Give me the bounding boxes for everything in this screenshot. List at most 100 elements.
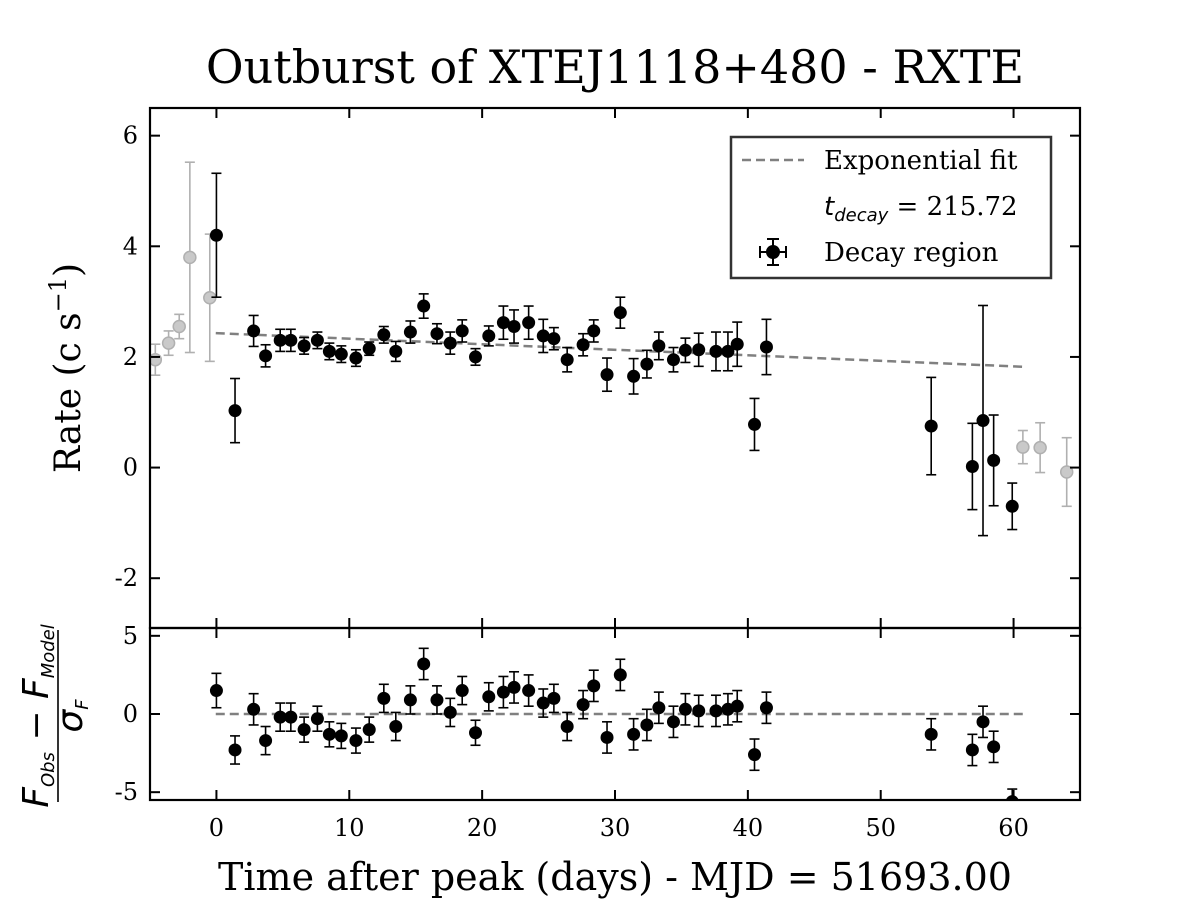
residual-point: [334, 722, 348, 750]
decay-point: [496, 305, 510, 341]
data-marker: [209, 228, 223, 242]
data-marker: [469, 726, 482, 740]
data-marker: [652, 701, 666, 715]
y-tick-label-main: -2: [115, 564, 138, 592]
data-marker: [322, 727, 336, 741]
data-marker: [709, 344, 723, 358]
data-marker: [496, 316, 510, 330]
decay-point: [482, 325, 496, 347]
decay-point: [613, 296, 627, 329]
data-marker: [587, 679, 601, 693]
data-marker: [455, 324, 469, 338]
y-axis-label-main-exponent: −1: [44, 277, 72, 312]
data-marker: [547, 332, 561, 346]
data-marker: [692, 704, 706, 718]
decay-point: [349, 348, 363, 368]
data-marker: [576, 698, 590, 712]
decay-point: [259, 343, 273, 368]
residual-point: [613, 658, 627, 692]
main-axis-ticks: -2 0 2 4 6: [115, 108, 1080, 628]
data-marker: [247, 702, 261, 716]
data-marker: [172, 319, 186, 334]
data-marker: [613, 668, 627, 682]
data-marker: [228, 743, 242, 757]
data-marker: [709, 704, 723, 718]
x-tick-labels: 0 10 20 30 40 50 60: [209, 814, 1029, 842]
residual-label-numerator: FObs − FModel: [16, 624, 59, 808]
data-marker: [150, 352, 163, 367]
decay-point: [443, 331, 457, 355]
main-panel: -2 0 2 4 6: [115, 106, 1082, 630]
residual-point: [322, 721, 336, 748]
data-marker: [507, 320, 521, 334]
resid-num-f1: F: [16, 786, 57, 808]
decay-point: [730, 321, 744, 368]
legend-tdecay-symbol: t: [824, 192, 835, 222]
legend-fit-label: Exponential fit: [824, 146, 1018, 176]
excluded-point: [183, 161, 197, 354]
data-marker: [389, 344, 403, 358]
decay-point: [377, 325, 391, 344]
data-marker: [976, 414, 990, 428]
chart-title: Outburst of XTEJ1118+480 - RXTE: [206, 40, 1024, 94]
residual-point: [259, 725, 273, 756]
data-marker: [721, 344, 735, 358]
data-marker: [600, 730, 614, 744]
y-axis-label-main: Rate (c s−1): [44, 263, 89, 473]
residual-point: [522, 674, 536, 707]
data-marker: [1005, 795, 1019, 800]
x-tick-label: 0: [209, 814, 224, 842]
data-marker: [430, 327, 444, 341]
data-marker: [600, 368, 614, 382]
residual-point: [536, 688, 550, 718]
data-marker: [507, 680, 521, 694]
residual-point: [209, 672, 223, 709]
data-marker: [547, 691, 561, 705]
residual-point: [730, 689, 744, 723]
data-marker: [1005, 499, 1019, 513]
decay-point: [403, 320, 417, 344]
residual-point: [389, 711, 403, 742]
decay-point: [389, 340, 403, 363]
decay-point: [1005, 482, 1019, 531]
decay-point: [600, 357, 614, 393]
residual-point: [640, 708, 654, 742]
data-marker: [759, 340, 773, 354]
resid-num-sub1: Obs: [38, 752, 59, 787]
residual-point: [987, 730, 1001, 764]
data-marker: [297, 339, 311, 353]
residual-point: [627, 717, 641, 751]
decay-point: [536, 318, 550, 354]
decay-point: [507, 309, 521, 344]
x-tick-label: 50: [865, 814, 896, 842]
decay-point: [987, 414, 1001, 507]
data-marker: [730, 337, 744, 351]
data-marker: [297, 723, 311, 737]
decay-point: [678, 337, 692, 364]
data-marker: [748, 748, 761, 762]
data-marker: [627, 369, 641, 383]
data-marker: [403, 693, 417, 707]
resid-den-sub: F: [72, 699, 93, 710]
residual-point: [349, 727, 363, 754]
decay-point: [430, 322, 444, 345]
data-marker: [377, 328, 391, 342]
data-marker: [652, 339, 666, 353]
residual-label-denominator: σF: [50, 699, 93, 733]
data-marker: [430, 693, 444, 707]
data-marker: [987, 453, 1001, 467]
data-marker: [1016, 440, 1030, 454]
decay-point: [709, 331, 723, 372]
residual-point: [652, 691, 666, 725]
data-marker: [965, 743, 979, 757]
data-marker: [536, 696, 550, 710]
y-tick-label-resid: 5: [123, 622, 138, 650]
decay-point: [748, 397, 761, 452]
data-marker: [640, 718, 654, 732]
data-marker: [389, 720, 403, 734]
residual-point: [377, 683, 391, 714]
resid-num-sub2: Model: [38, 624, 59, 678]
data-marker: [273, 710, 287, 724]
data-marker: [284, 710, 298, 724]
residual-point: [228, 735, 242, 765]
